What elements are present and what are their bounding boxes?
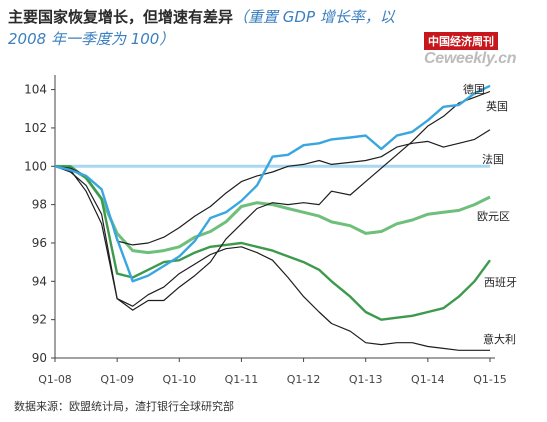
chart-title: 主要国家恢复增长，但增速有差异（重置 GDP 增长率，以 2008 年一季度为 …	[8, 6, 428, 50]
x-tick-label: Q1-15	[473, 373, 507, 386]
y-tick-label: 104	[24, 83, 47, 97]
x-tick-label: Q1-09	[100, 373, 134, 386]
series-label: 欧元区	[477, 210, 510, 223]
y-tick-label: 90	[32, 351, 47, 365]
x-tick-label: Q1-14	[411, 373, 445, 386]
y-tick-label: 96	[32, 236, 47, 250]
x-tick-label: Q1-08	[38, 373, 72, 386]
series-label: 英国	[486, 99, 508, 113]
y-tick-label: 94	[32, 274, 47, 288]
x-tick-label: Q1-13	[349, 373, 383, 386]
series-line-uk	[54, 84, 491, 283]
series-label: 意大利	[483, 332, 516, 346]
series-line-italy	[54, 165, 490, 351]
series-line-germany	[54, 90, 491, 311]
x-tick-label: Q1-12	[287, 373, 321, 386]
series-line-spain	[55, 165, 491, 321]
y-tick-label: 98	[32, 198, 47, 212]
series-label: 法国	[482, 152, 504, 166]
series-line-france	[54, 129, 491, 246]
watermark-logo-bottom: Ceweekly.cn	[424, 50, 517, 67]
series-line-eurozone	[54, 164, 491, 255]
x-tick-label: Q1-10	[162, 373, 196, 386]
chart-title-main: 主要国家恢复增长，但增速有差异	[8, 8, 234, 26]
series-label: 德国	[463, 82, 485, 96]
series-label: 西班牙	[484, 276, 517, 289]
watermark-logo-top: 中国经济周刊	[424, 32, 498, 50]
y-tick-label: 102	[24, 121, 47, 135]
y-tick-label: 100	[24, 159, 47, 173]
y-tick-label: 92	[32, 313, 47, 327]
x-tick-label: Q1-11	[225, 373, 259, 386]
chart-subtitle: （重置 GDP 增长率，以 2008 年一季度为 100）	[8, 8, 395, 48]
watermark-logo: 中国经济周刊 Ceweekly.cn	[424, 30, 516, 68]
source-note: 数据来源：欧盟统计局，渣打银行全球研究部	[14, 400, 234, 413]
